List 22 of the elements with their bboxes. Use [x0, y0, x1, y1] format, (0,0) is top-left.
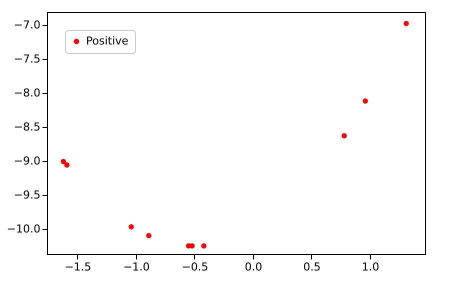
- x-tick-label: 1.0: [362, 260, 380, 274]
- y-tick-label: −9.0: [14, 154, 40, 168]
- point: [128, 224, 134, 230]
- point: [362, 98, 368, 104]
- x-tick-label: −1.5: [64, 260, 92, 274]
- y-tick-label: −8.5: [14, 120, 40, 134]
- point: [64, 162, 70, 168]
- point: [404, 20, 409, 26]
- x-tick-label: −1.0: [123, 260, 150, 274]
- legend-label: Positive: [86, 34, 129, 48]
- point: [342, 133, 347, 138]
- y-tick-label: −10.0: [6, 222, 40, 236]
- y-tick-label: −9.5: [14, 188, 40, 202]
- point: [60, 158, 66, 164]
- y-tick-label: −7.5: [14, 52, 40, 66]
- y-tick-label: −8.0: [14, 86, 40, 100]
- point: [201, 243, 206, 248]
- y-tick-label: −7.0: [14, 18, 40, 32]
- x-tick-label: −0.5: [182, 260, 208, 274]
- point: [146, 233, 152, 238]
- x-tick-label: 0.0: [244, 260, 262, 274]
- x-tick-label: 0.5: [303, 260, 321, 274]
